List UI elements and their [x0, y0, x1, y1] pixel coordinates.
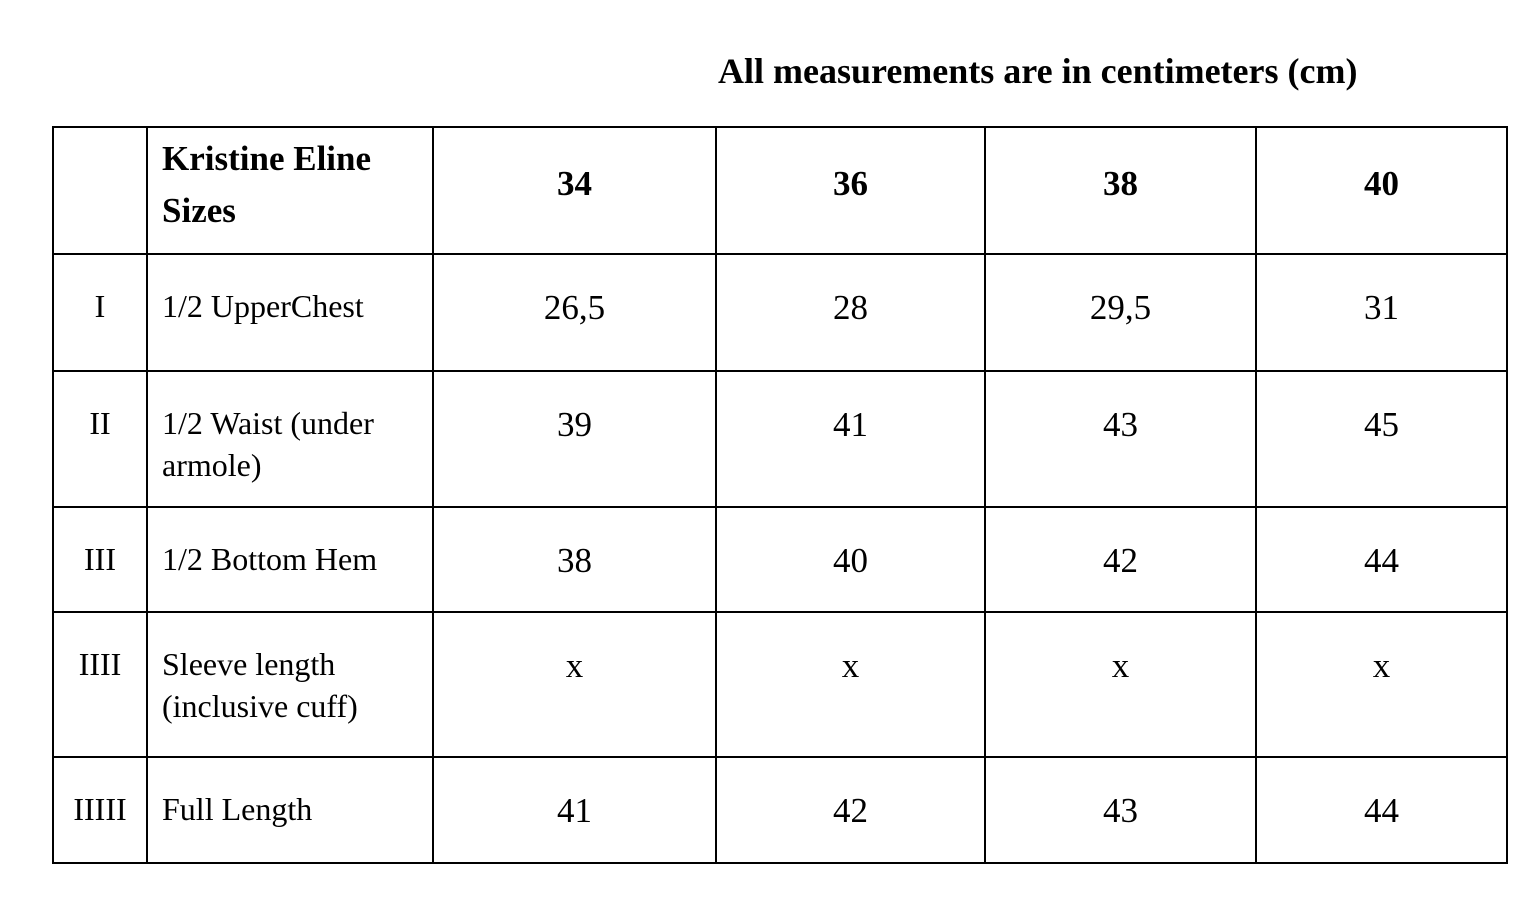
cell-value: 42: [715, 756, 986, 864]
size-header: 40: [1255, 126, 1508, 255]
header-label: Kristine Eline Sizes: [146, 126, 434, 255]
table-header-row: Kristine Eline Sizes 34 36 38 40: [52, 126, 1508, 255]
cell-value: 41: [432, 756, 717, 864]
cell-value: 44: [1255, 506, 1508, 613]
size-header: 36: [715, 126, 986, 255]
cell-value: x: [1255, 611, 1508, 758]
cell-value: 43: [984, 756, 1257, 864]
cell-value: 41: [715, 370, 986, 508]
cell-value: 40: [715, 506, 986, 613]
cell-value: 26,5: [432, 253, 717, 372]
row-index: IIIII: [52, 756, 148, 864]
cell-value: x: [432, 611, 717, 758]
table-row: III 1/2 Bottom Hem 38 40 42 44: [52, 506, 1508, 613]
table-row: I 1/2 UpperChest 26,5 28 29,5 31: [52, 253, 1508, 372]
cell-value: 28: [715, 253, 986, 372]
cell-value: 45: [1255, 370, 1508, 508]
row-index: I: [52, 253, 148, 372]
cell-value: 44: [1255, 756, 1508, 864]
size-header: 38: [984, 126, 1257, 255]
row-label: Sleeve length (inclusive cuff): [146, 611, 434, 758]
header-blank-cell: [52, 126, 148, 255]
row-index: IIII: [52, 611, 148, 758]
row-index: II: [52, 370, 148, 508]
cell-value: x: [715, 611, 986, 758]
cell-value: 38: [432, 506, 717, 613]
cell-value: 43: [984, 370, 1257, 508]
cell-value: x: [984, 611, 1257, 758]
cell-value: 39: [432, 370, 717, 508]
table-row: IIII Sleeve length (inclusive cuff) x x …: [52, 611, 1508, 758]
row-label: 1/2 Waist (under armole): [146, 370, 434, 508]
row-label: 1/2 UpperChest: [146, 253, 434, 372]
row-label: Full Length: [146, 756, 434, 864]
size-header: 34: [432, 126, 717, 255]
cell-value: 31: [1255, 253, 1508, 372]
page-title: All measurements are in centimeters (cm): [718, 51, 1358, 91]
cell-value: 29,5: [984, 253, 1257, 372]
table-row: II 1/2 Waist (under armole) 39 41 43 45: [52, 370, 1508, 508]
size-chart-table: Kristine Eline Sizes 34 36 38 40 I 1/2 U…: [52, 126, 1508, 864]
table-row: IIIII Full Length 41 42 43 44: [52, 756, 1508, 864]
row-label: 1/2 Bottom Hem: [146, 506, 434, 613]
row-index: III: [52, 506, 148, 613]
cell-value: 42: [984, 506, 1257, 613]
